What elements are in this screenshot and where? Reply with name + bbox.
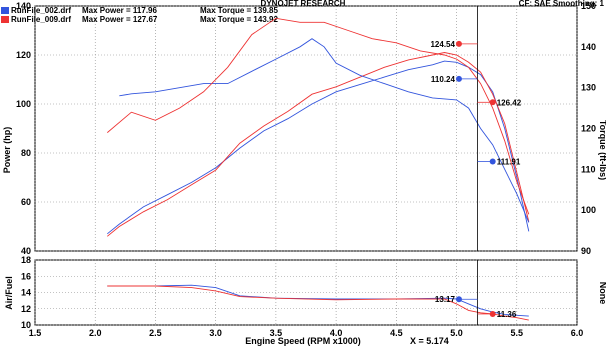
torque-tick-label: 100 [581,205,596,215]
x-tick-label: 4.0 [330,328,343,338]
air-fuel-grid [34,259,578,326]
x-tick-label: 1.5 [29,328,42,338]
power-tick-label: 80 [21,148,31,158]
power-tick-label: 60 [21,197,31,207]
value-markers: 124.54 110.24 126.42 111.91 13.17 11.36 [430,40,521,319]
x-tick-label: 6.0 [571,328,584,338]
air-fuel-marker-label: 11.36 [497,310,517,319]
legend-run-002-max-torque: Max Torque = 139.85 [200,6,278,15]
air-fuel-tick-label: 16 [21,271,31,281]
power-torque-grid [34,5,578,252]
x-axis-label: Engine Speed (RPM x1000) [245,336,361,346]
series-power-runfile-009-drf [107,52,530,237]
axis-ticks: 1.5 2.0 2.5 3.0 3.5 4.0 4.5 5.0 5.5 6.0 40 60 80 100 1… [16,1,596,338]
torque-tick-label: 150 [581,1,596,11]
series-air-fuel-runfile-009-drf [107,285,529,321]
air-fuel-tick-label: 14 [21,288,31,298]
air-fuel-axis-label: Air/Fuel [4,276,14,310]
x-tick-label: 5.0 [450,328,463,338]
value-marker-label: 110.24 [431,75,456,84]
x-tick-label: 4.5 [390,328,403,338]
value-marker-dot [455,40,462,47]
air-fuel-tick-label: 18 [21,255,31,265]
torque-tick-label: 90 [581,246,591,256]
legend-swatch-run-009 [1,16,9,23]
value-marker-label: 126.42 [497,98,522,107]
torque-tick-label: 140 [581,42,596,52]
air-fuel-right-axis-label: None [598,282,606,305]
x-tick-label: 3.5 [270,328,283,338]
air-fuel-tick-label: 10 [21,320,31,330]
legend-swatch-run-002 [1,7,9,14]
legend-run-002-name: RunFile_002.drf [11,6,71,15]
series-torque-runfile-002-drf [119,38,530,223]
value-marker-dot [455,75,462,82]
power-tick-label: 120 [16,50,31,60]
torque-axis-label: Torque (ft-lbs) [598,120,606,180]
air-fuel-marker-dot [489,310,496,317]
legend-run-009-max-power: Max Power = 127.67 [82,15,158,24]
value-marker-dot [489,158,496,165]
torque-tick-label: 110 [581,164,596,174]
series-lines [107,17,530,321]
series-torque-runfile-009-drf [107,17,530,215]
value-marker-dot [489,99,496,106]
power-torque-plot-area [34,5,578,252]
value-marker-label: 124.54 [430,40,455,49]
air-fuel-tick-label: 12 [21,304,31,314]
legend-run-009-max-torque: Max Torque = 143.92 [200,15,278,24]
power-tick-label: 40 [21,246,31,256]
power-axis-label: Power (hp) [2,127,12,174]
x-tick-label: 3.0 [209,328,222,338]
torque-tick-label: 120 [581,124,596,134]
power-tick-label: 100 [16,99,31,109]
air-fuel-marker-dot [455,296,462,303]
report-title: DYNOJET RESEARCH [261,0,346,8]
legend-run-009-name: RunFile_009.drf [11,15,71,24]
header-settings-text: CF: SAE Smoothing: 1 [519,0,605,8]
torque-tick-label: 130 [581,83,596,93]
cursor-readout: X = 5.174 [410,336,449,346]
power-tick-label: 140 [16,1,31,11]
x-tick-label: 5.5 [511,328,524,338]
value-marker-label: 111.91 [497,158,521,167]
x-tick-label: 2.0 [89,328,102,338]
legend-run-002-max-power: Max Power = 117.96 [82,6,157,15]
x-tick-label: 2.5 [149,328,162,338]
air-fuel-marker-label: 13.17 [435,295,456,304]
